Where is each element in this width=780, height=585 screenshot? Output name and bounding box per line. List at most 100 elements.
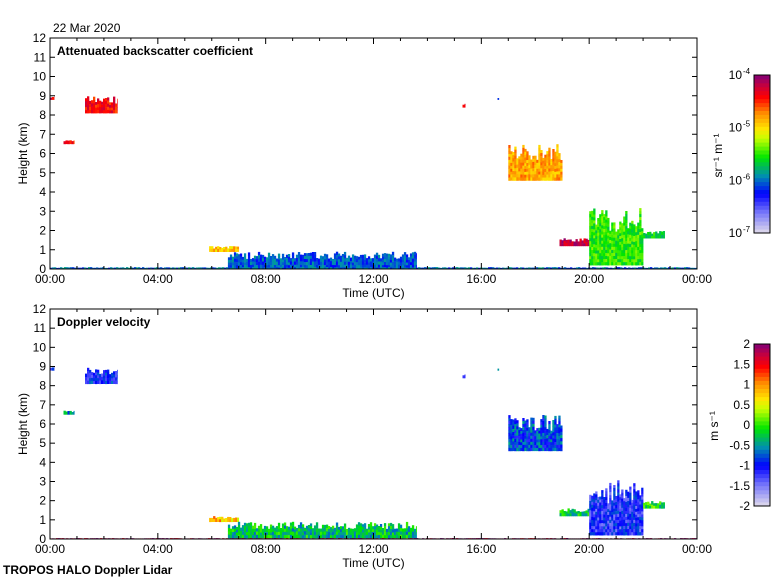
data-cell [548,148,550,151]
data-cell [233,249,235,252]
data-cell [554,419,556,422]
data-cell [651,236,653,239]
data-cell [366,529,368,532]
data-cell [633,532,635,535]
data-cell [657,506,659,509]
data-cell [522,148,524,151]
data-cell [95,102,97,105]
data-cell [597,250,599,253]
data-cell [232,257,234,260]
data-cell [338,535,340,538]
data-cell [536,442,538,445]
x-tick-label: 04:00 [143,272,173,286]
data-cell [530,433,532,436]
x-axis-label: Time (UTC) [342,286,404,300]
data-cell [89,107,91,110]
data-cell [586,242,588,246]
data-cell [613,226,615,229]
data-cell [623,229,625,232]
data-cell [510,172,512,175]
data-cell [278,262,280,265]
data-cell [641,491,643,494]
data-cell [593,250,595,253]
data-cell [595,532,597,535]
data-cell [252,535,254,538]
data-cell [404,532,406,536]
data-cell [101,105,103,108]
data-cell [641,500,643,503]
data-cell [591,250,593,253]
data-cell [223,519,225,523]
panel-title: Doppler velocity [57,315,151,329]
data-cell [91,381,93,384]
data-cell [633,523,635,526]
data-cell [302,535,304,538]
data-cell [589,498,591,501]
data-cell [70,411,72,415]
data-cell [601,526,603,529]
data-cell [352,260,354,263]
data-cell [254,523,256,526]
data-cell [534,436,536,439]
data-cell [601,222,603,225]
data-cell [512,435,514,438]
data-cell [254,256,256,259]
data-cell [70,140,72,144]
data-cell [548,172,550,175]
data-cell [89,375,91,378]
data-cell [302,258,304,262]
data-cell [524,155,526,158]
cloud-feature [589,480,643,535]
data-cell [340,526,342,529]
data-cell [376,262,378,265]
data-cell [240,528,242,532]
data-cell [653,232,655,235]
data-cell [540,422,542,425]
data-cell [342,526,344,529]
data-cell [264,529,266,532]
data-cell [465,104,466,108]
data-cell [601,511,603,514]
data-cell [556,448,558,451]
data-cell [597,506,599,509]
data-cell [621,247,623,250]
data-cell [258,526,260,529]
data-cell [556,442,558,445]
data-cell [599,497,601,500]
data-cell [653,506,655,509]
data-cell [556,147,558,150]
data-cell [566,511,568,514]
data-cell [552,158,554,161]
data-cell [344,532,346,535]
data-cell [601,262,603,265]
data-cell [540,162,542,165]
data-cell [613,235,615,238]
data-cell [635,524,637,527]
data-cell [308,525,310,529]
data-cell [619,500,621,503]
data-cell [326,263,328,266]
data-cell [639,217,641,220]
data-cell [595,242,597,245]
data-cell [593,532,595,535]
data-cell [641,244,643,247]
data-cell [522,424,524,427]
data-cell [211,246,213,249]
data-cell [508,433,510,436]
data-cell [213,249,215,253]
data-cell [211,518,213,522]
data-cell [607,230,609,233]
data-cell [589,247,591,250]
data-cell [615,526,617,529]
data-cell [593,517,595,520]
data-cell [613,238,615,241]
data-cell [308,532,310,536]
data-cell [410,253,412,256]
data-cell [234,252,236,256]
data-cell [631,253,633,256]
data-cell [258,252,260,256]
data-cell [605,521,607,524]
data-cell [635,262,637,265]
data-cell [414,532,416,535]
data-cell [270,533,272,536]
